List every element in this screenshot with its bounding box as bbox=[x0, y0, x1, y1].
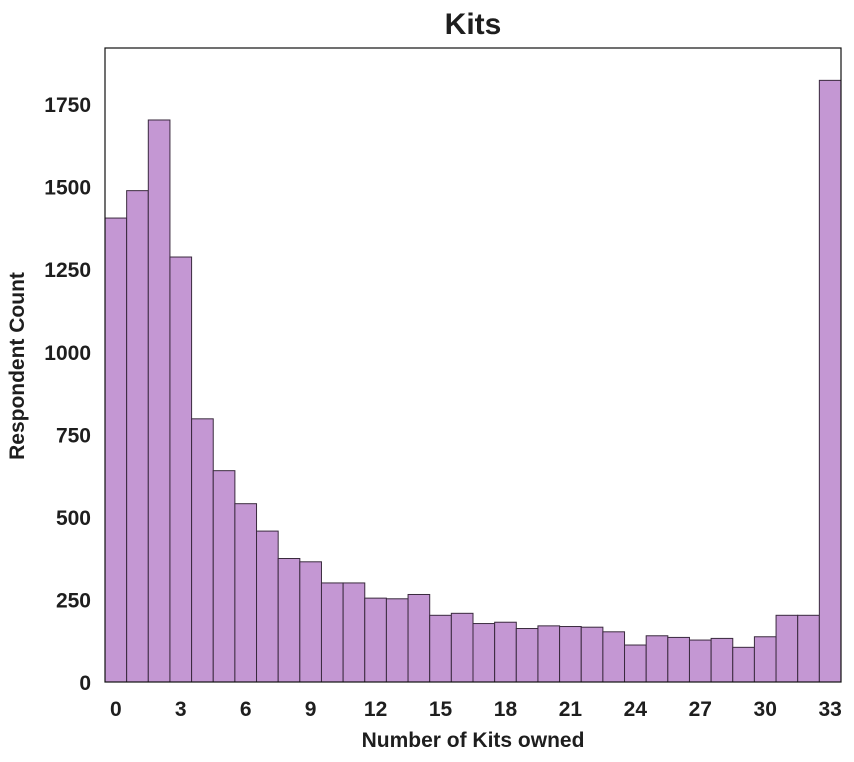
x-tick-label: 30 bbox=[754, 698, 777, 721]
x-tick-label: 27 bbox=[689, 698, 712, 721]
x-tick-label: 18 bbox=[494, 698, 518, 721]
x-tick-label: 9 bbox=[305, 698, 317, 721]
y-tick-label: 500 bbox=[56, 507, 91, 530]
chart-title: Kits bbox=[445, 8, 502, 41]
y-axis-label: Respondent Count bbox=[6, 272, 29, 460]
x-tick-label: 33 bbox=[819, 698, 842, 721]
x-tick-label: 6 bbox=[240, 698, 252, 721]
x-tick-label: 21 bbox=[559, 698, 583, 721]
bar-31 bbox=[775, 614, 799, 683]
bar-29 bbox=[732, 646, 755, 683]
bar-23 bbox=[602, 631, 626, 683]
bar-10 bbox=[320, 582, 344, 683]
bar-6 bbox=[234, 503, 258, 683]
y-tick-label: 1250 bbox=[44, 259, 91, 282]
bar-9 bbox=[299, 561, 322, 683]
x-tick-label: 15 bbox=[429, 698, 453, 721]
bar-12 bbox=[364, 597, 387, 683]
x-axis-label: Number of Kits owned bbox=[362, 729, 585, 752]
bar-24 bbox=[624, 644, 647, 683]
y-tick-labels: 0 250 500 750 1000 1250 1500 1750 bbox=[44, 94, 91, 695]
bar-7 bbox=[256, 530, 279, 683]
x-tick-label: 0 bbox=[110, 698, 122, 721]
bar-26 bbox=[667, 636, 690, 683]
bar-0 bbox=[104, 217, 128, 683]
bar-27 bbox=[688, 639, 712, 683]
bars-group bbox=[104, 79, 842, 683]
bar-1 bbox=[126, 190, 149, 683]
y-tick-label: 1500 bbox=[44, 177, 91, 200]
bar-3 bbox=[169, 256, 193, 683]
bar-17 bbox=[472, 623, 496, 683]
bar-21 bbox=[559, 626, 582, 683]
bar-18 bbox=[494, 621, 517, 683]
bar-20 bbox=[537, 625, 561, 683]
bar-15 bbox=[429, 614, 452, 683]
bar-2 bbox=[147, 119, 171, 683]
x-tick-label: 24 bbox=[624, 698, 648, 721]
bar-25 bbox=[645, 635, 669, 683]
x-tick-label: 12 bbox=[364, 698, 387, 721]
bar-4 bbox=[191, 418, 214, 683]
y-tick-label: 1000 bbox=[44, 342, 91, 365]
y-tick-label: 0 bbox=[79, 672, 91, 695]
plot-frame bbox=[104, 47, 842, 683]
bar-11 bbox=[342, 582, 366, 683]
bar-14 bbox=[407, 593, 431, 683]
bar-19 bbox=[515, 628, 539, 683]
y-tick-label: 1750 bbox=[44, 94, 91, 117]
bar-30 bbox=[753, 636, 777, 683]
bar-16 bbox=[450, 612, 474, 683]
bar-22 bbox=[580, 626, 604, 683]
bar-33 bbox=[818, 79, 842, 683]
y-tick-label: 250 bbox=[56, 589, 91, 612]
y-tick-label: 750 bbox=[56, 424, 91, 447]
bar-13 bbox=[385, 598, 409, 683]
x-tick-labels: 0 3 6 9 12 15 18 21 24 27 30 33 bbox=[110, 698, 842, 721]
bar-28 bbox=[710, 637, 734, 683]
x-tick-label: 3 bbox=[175, 698, 187, 721]
bar-5 bbox=[212, 470, 236, 683]
bar-32 bbox=[797, 614, 820, 683]
bar-8 bbox=[277, 558, 301, 683]
